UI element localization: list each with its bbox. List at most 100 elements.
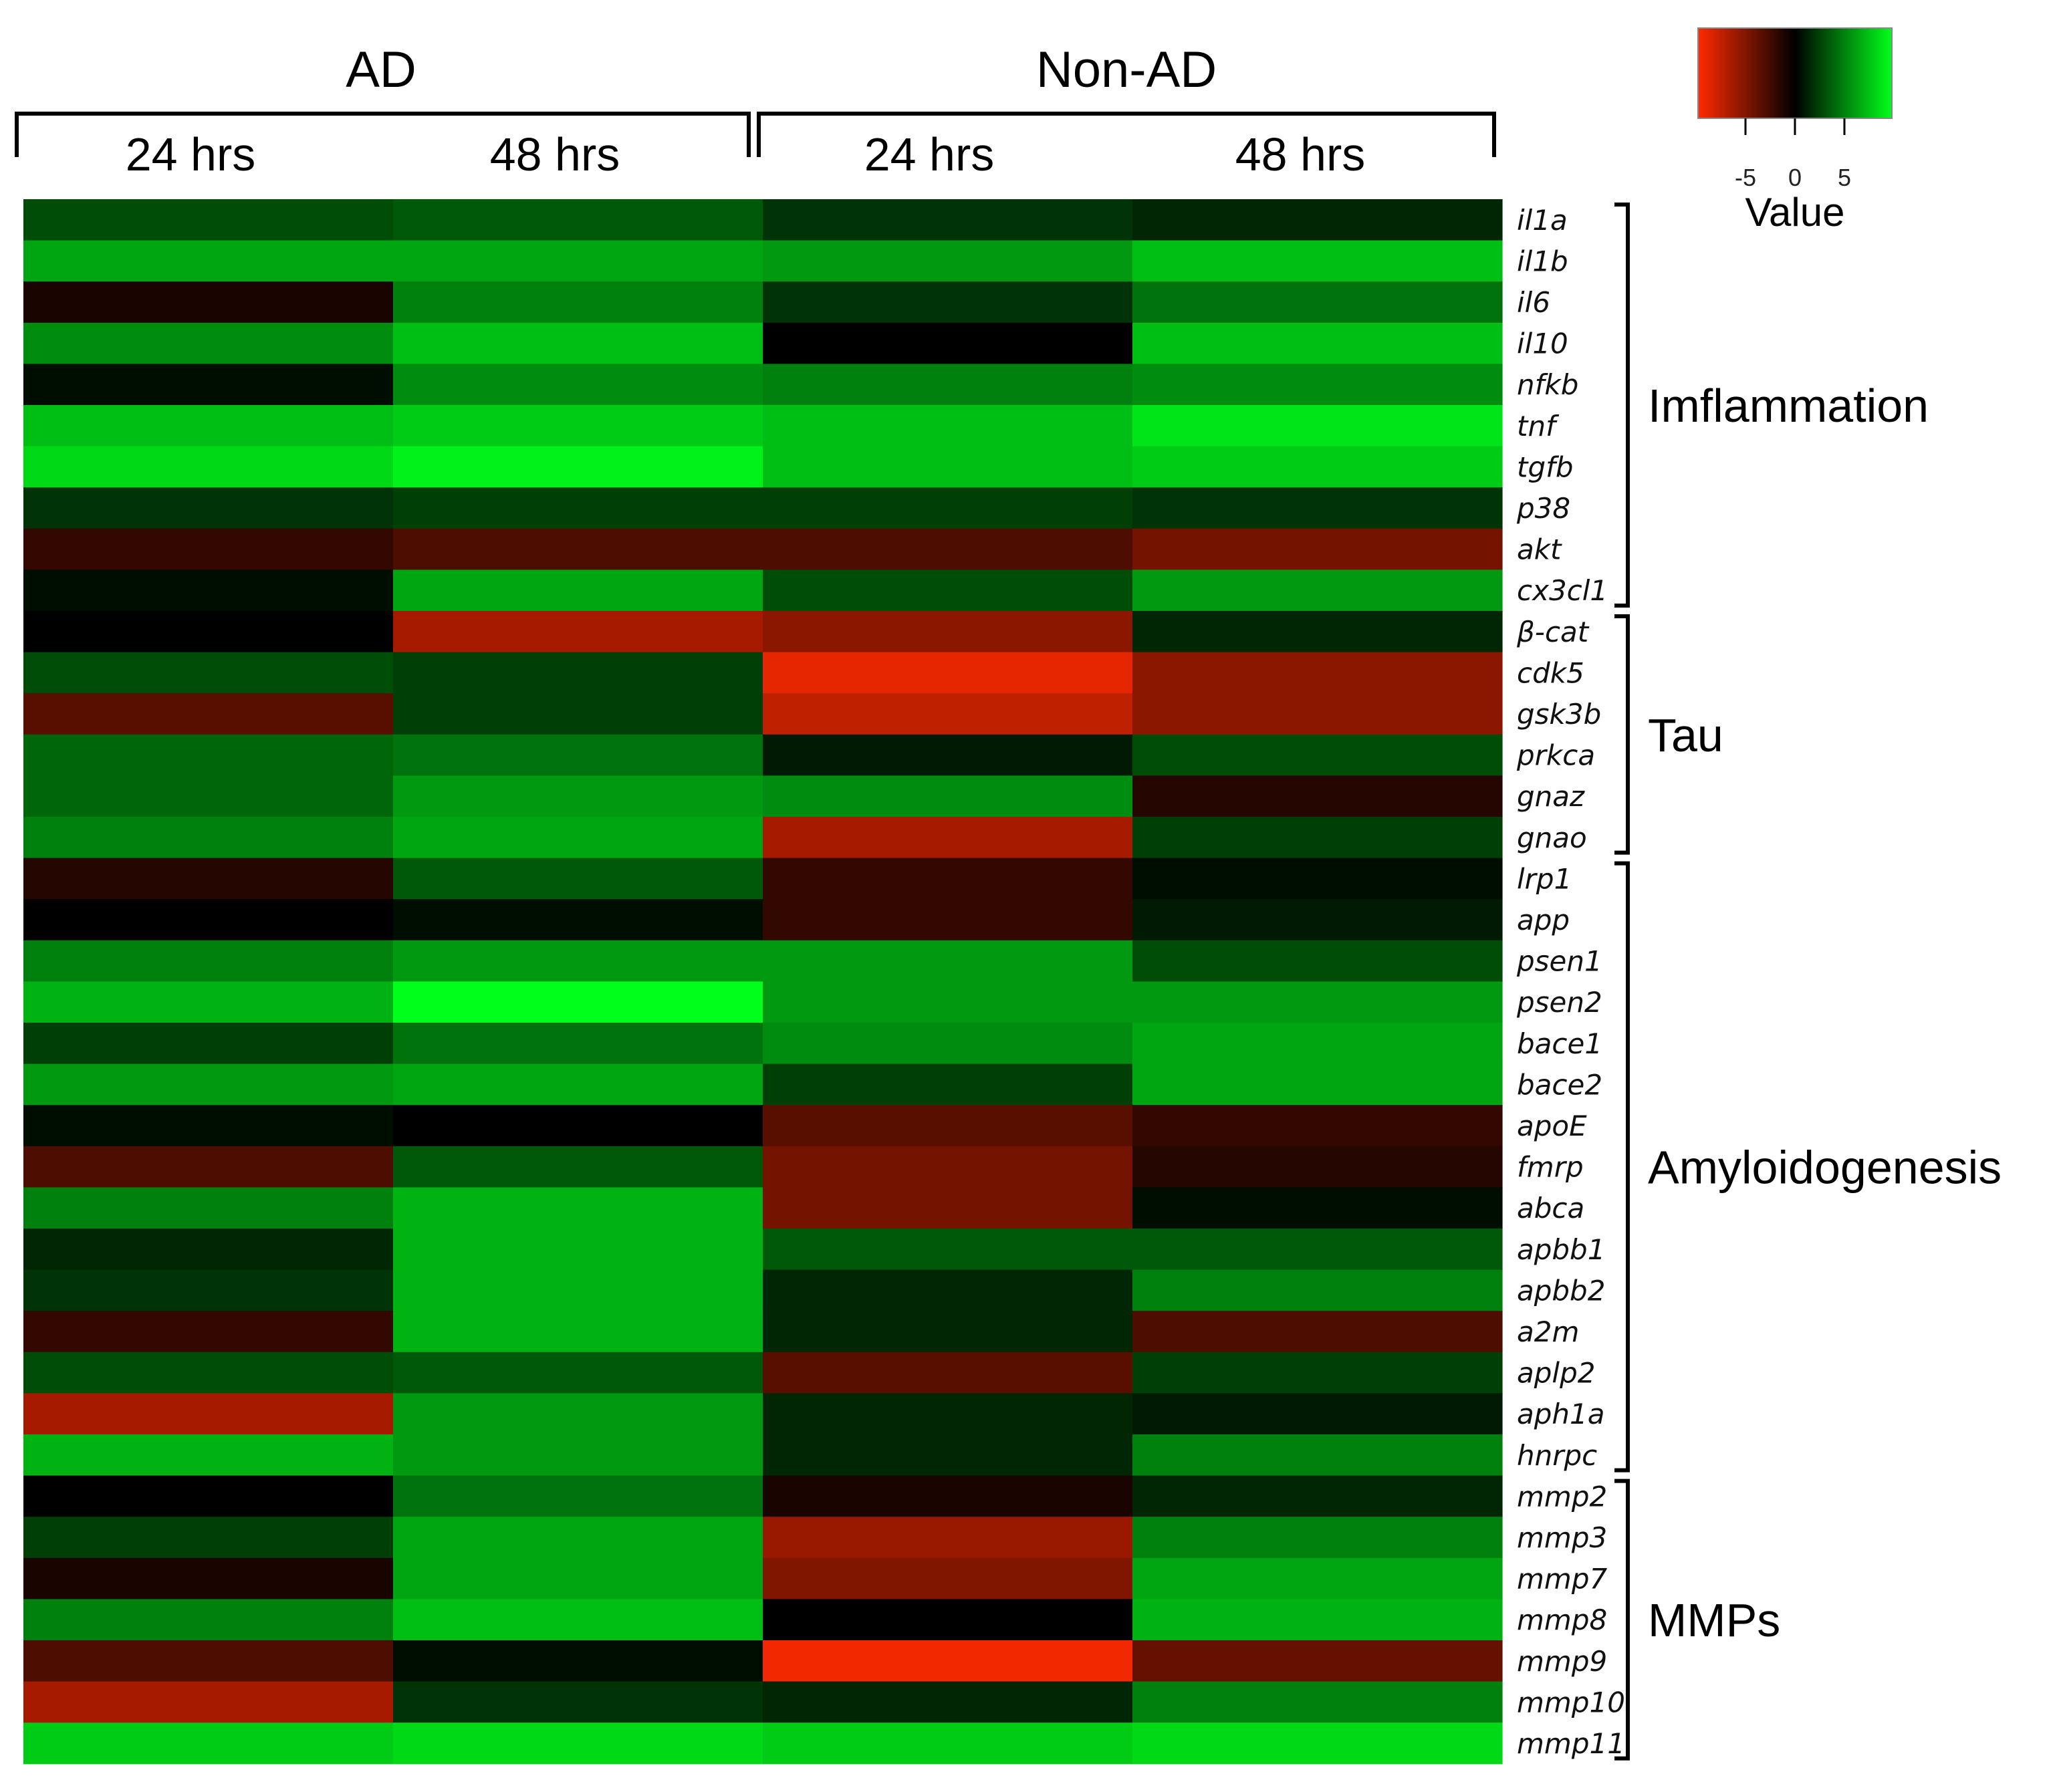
heatmap-cell-aph1a-col3 — [763, 1393, 1133, 1435]
heatmap-cell-apoE-col1 — [23, 1105, 394, 1147]
heatmap-cell-psen2-col3 — [763, 981, 1133, 1023]
gene-label-aph1a: aph1a — [1517, 1398, 1604, 1430]
heatmap-cell-app-col4 — [1132, 899, 1503, 941]
gene-label-lrp1: lrp1 — [1517, 862, 1572, 895]
heatmap-cell-il6-col2 — [393, 281, 763, 324]
heatmap-cell-il6-col4 — [1132, 281, 1503, 324]
heatmap-cell-il6-col1 — [23, 281, 394, 324]
heatmap-cell-hnrpc-col1 — [23, 1434, 394, 1477]
heatmap-cell-mmp11-col3 — [763, 1722, 1133, 1765]
heatmap-cell-cat-col3 — [763, 611, 1133, 653]
heatmap-cell-mmp10-col4 — [1132, 1681, 1503, 1723]
heatmap-cell-tgfb-col2 — [393, 446, 763, 488]
heatmap-cell-il1a-col2 — [393, 199, 763, 241]
heatmap-cell-tnf-col1 — [23, 405, 394, 447]
condition-bracket-non-ad — [757, 112, 1496, 157]
heatmap-cell-gsk3b-col4 — [1132, 693, 1503, 735]
heatmap-cell-aplp2-col2 — [393, 1352, 763, 1394]
heatmap-cell-mmp7-col1 — [23, 1557, 394, 1599]
heatmap-cell-psen2-col2 — [393, 981, 763, 1023]
heatmap-cell-psen1-col2 — [393, 940, 763, 982]
heatmap-cell-apoE-col4 — [1132, 1105, 1503, 1147]
heatmap-cell-il1b-col4 — [1132, 240, 1503, 282]
heatmap-cell-app-col2 — [393, 899, 763, 941]
heatmap-cell-gnao-col2 — [393, 817, 763, 859]
heatmap-cell-hnrpc-col4 — [1132, 1434, 1503, 1477]
heatmap-cell-mmp9-col1 — [23, 1640, 394, 1682]
heatmap-cell-mmp2-col2 — [393, 1475, 763, 1517]
heatmap-cell-apbb2-col2 — [393, 1269, 763, 1311]
heatmap-cell-p38-col2 — [393, 487, 763, 529]
heatmap-cell-nfkb-col4 — [1132, 364, 1503, 406]
heatmap-cell-akt-col4 — [1132, 528, 1503, 570]
group-bracket-mmps — [1614, 1479, 1630, 1761]
heatmap-cell-tnf-col4 — [1132, 405, 1503, 447]
gene-label-mmp9: mmp9 — [1517, 1645, 1607, 1678]
heatmap-cell-mmp2-col4 — [1132, 1475, 1503, 1517]
heatmap-cell-prkca-col3 — [763, 734, 1133, 776]
heatmap-cell-aplp2-col3 — [763, 1352, 1133, 1394]
heatmap-cell-fmrp-col4 — [1132, 1146, 1503, 1188]
condition-bracket-ad — [15, 112, 751, 157]
gene-label-psen2: psen2 — [1516, 986, 1602, 1019]
heatmap-cell-psen1-col4 — [1132, 940, 1503, 982]
heatmap-cell-akt-col2 — [393, 528, 763, 570]
gene-label-mmp11: mmp11 — [1517, 1727, 1625, 1760]
heatmap-cell-aplp2-col4 — [1132, 1352, 1503, 1394]
heatmap-cell-cat-col2 — [393, 611, 763, 653]
heatmap-cell-bace2-col3 — [763, 1063, 1133, 1106]
heatmap-cell-cdk5-col1 — [23, 652, 394, 694]
color-key-tick-0: 0 — [1788, 164, 1802, 191]
gene-label-cat: β-cat — [1516, 616, 1590, 648]
color-key-tick-5: 5 — [1838, 164, 1851, 191]
heatmap-cell-cx3cl1-col2 — [393, 569, 763, 612]
heatmap-cell-lrp1-col2 — [393, 858, 763, 900]
gene-label-aplp2: aplp2 — [1517, 1357, 1595, 1390]
heatmap-cell-abca-col2 — [393, 1187, 763, 1229]
time-label-ad-48: 48 hrs — [490, 128, 620, 180]
gene-label-mmp10: mmp10 — [1517, 1686, 1625, 1718]
gene-label-gsk3b: gsk3b — [1517, 698, 1601, 731]
heatmap-cell-abca-col4 — [1132, 1187, 1503, 1229]
heatmap-cell-aplp2-col1 — [23, 1352, 394, 1394]
heatmap-cell-psen1-col3 — [763, 940, 1133, 982]
heatmap-cell-il1a-col3 — [763, 199, 1133, 241]
heatmap-cell-a2m-col3 — [763, 1311, 1133, 1353]
heatmap-cell-il10-col3 — [763, 322, 1133, 364]
gene-label-il1a: il1a — [1517, 204, 1568, 237]
heatmap-cell-prkca-col2 — [393, 734, 763, 776]
heatmap-cell-bace2-col1 — [23, 1063, 394, 1106]
heatmap-cell-gsk3b-col3 — [763, 693, 1133, 735]
heatmap-cell-mmp7-col4 — [1132, 1557, 1503, 1599]
heatmap-cell-p38-col4 — [1132, 487, 1503, 529]
heatmap-cell-il1b-col3 — [763, 240, 1133, 282]
heatmap-cell-il10-col4 — [1132, 322, 1503, 364]
heatmap-cell-il1b-col1 — [23, 240, 394, 282]
heatmap-cell-app-col1 — [23, 899, 394, 941]
heatmap-cell-apbb1-col2 — [393, 1229, 763, 1271]
heatmap-cell-apbb1-col1 — [23, 1229, 394, 1271]
heatmap-cell-cx3cl1-col4 — [1132, 569, 1503, 612]
heatmap-cell-mmp11-col1 — [23, 1722, 394, 1765]
heatmap-cell-gnaz-col3 — [763, 775, 1133, 817]
heatmap-cell-mmp2-col3 — [763, 1475, 1133, 1517]
gene-label-mmp2: mmp2 — [1517, 1480, 1607, 1513]
heatmap-cell-prkca-col1 — [23, 734, 394, 776]
heatmap-cell-gnaz-col1 — [23, 775, 394, 817]
heatmap-cell-mmp10-col3 — [763, 1681, 1133, 1723]
heatmap-cell-il10-col1 — [23, 322, 394, 364]
gene-label-hnrpc: hnrpc — [1517, 1439, 1597, 1472]
heatmap-cell-mmp9-col2 — [393, 1640, 763, 1682]
color-key-title: Value — [1745, 190, 1844, 235]
gene-label-apoE: apoE — [1517, 1110, 1587, 1142]
heatmap-cell-abca-col1 — [23, 1187, 394, 1229]
heatmap-cell-mmp10-col1 — [23, 1681, 394, 1723]
heatmap-cell-cx3cl1-col1 — [23, 569, 394, 612]
heatmap-cell-il10-col2 — [393, 322, 763, 364]
group-label-amyloidogenesis: Amyloidogenesis — [1648, 1142, 2002, 1194]
heatmap-cell-a2m-col4 — [1132, 1311, 1503, 1353]
heatmap-cell-cat-col4 — [1132, 611, 1503, 653]
heatmap-cell-il1a-col4 — [1132, 199, 1503, 241]
heatmap-cell-p38-col3 — [763, 487, 1133, 529]
